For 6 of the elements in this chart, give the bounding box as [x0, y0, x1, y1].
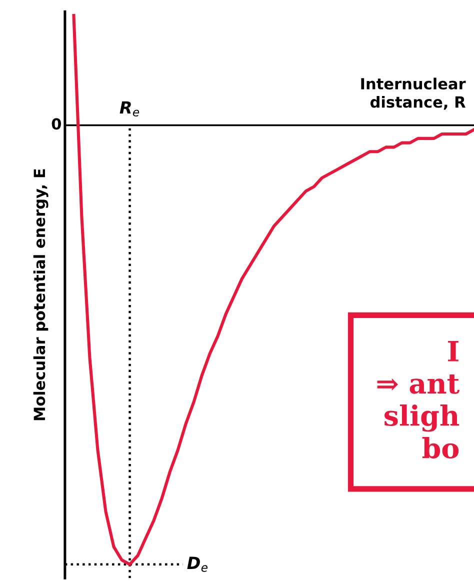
annotation: R$_{e}$ — [120, 101, 140, 116]
y-axis-title: Molecular potential energy, E — [33, 169, 48, 420]
x-axis-title: Internuclear distance, R — [361, 78, 466, 110]
annotation: I ⇒ ant sligh bo — [377, 341, 460, 459]
annotation: D$_{e}$ — [187, 556, 208, 572]
text: 0 — [52, 118, 62, 130]
